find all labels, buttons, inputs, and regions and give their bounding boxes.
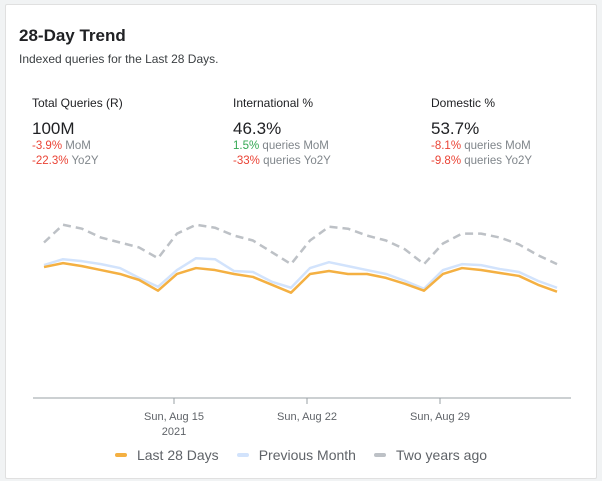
x-tick-label: Sun, Aug 15 <box>144 411 204 423</box>
mom-text: queries MoM <box>262 140 329 152</box>
yoy-change: -9.8% <box>431 155 462 167</box>
metric-total-queries: Total Queries (R) 100M -3.9% MoM -22.3% … <box>32 96 123 169</box>
legend-swatch <box>114 453 127 457</box>
yoy-text: Yo2Y <box>71 155 99 167</box>
metric-value: 53.7% <box>431 119 480 138</box>
mom-text: queries MoM <box>464 140 531 152</box>
legend-label: Previous Month <box>258 447 356 463</box>
metric-domestic: Domestic % 53.7% -8.1% queries MoM -9.8%… <box>431 96 532 169</box>
legend-label: Last 28 Days <box>136 447 219 463</box>
chart-legend: Last 28 Days Previous Month Two years ag… <box>0 447 602 463</box>
yoy-change: -33% <box>233 155 260 167</box>
mom-change: 1.5% <box>233 140 260 152</box>
series-line-last-28-days <box>43 261 558 294</box>
metric-value: 100M <box>32 119 75 138</box>
legend-item-two-years-ago[interactable]: Two years ago <box>373 447 488 463</box>
yoy-change: -22.3% <box>32 155 69 167</box>
metric-international: International % 46.3% 1.5% queries MoM -… <box>233 96 331 169</box>
card-title: 28-Day Trend <box>19 26 126 45</box>
yoy-text: queries Yo2Y <box>464 155 533 167</box>
metric-label: Domestic % <box>431 96 496 110</box>
series-line-previous-month <box>43 256 558 290</box>
legend-swatch <box>373 453 386 457</box>
mom-change: -8.1% <box>431 140 462 152</box>
legend-item-previous-month[interactable]: Previous Month <box>236 447 356 463</box>
series-line-two-years-ago <box>43 223 558 266</box>
card-subtitle: Indexed queries for the Last 28 Days. <box>19 52 219 66</box>
metric-label: International % <box>233 96 314 110</box>
legend-item-last-28-days[interactable]: Last 28 Days <box>114 447 219 463</box>
mom-text: MoM <box>65 140 91 152</box>
trend-card: 28-Day Trend Indexed queries for the Las… <box>5 4 597 479</box>
metric-label: Total Queries (R) <box>32 96 123 110</box>
yoy-text: queries Yo2Y <box>263 155 331 167</box>
metric-value: 46.3% <box>233 119 282 138</box>
x-tick-label: 2021 <box>162 426 186 438</box>
legend-label: Two years ago <box>395 447 488 463</box>
x-tick-label: Sun, Aug 29 <box>410 411 470 423</box>
mom-change: -3.9% <box>32 140 63 152</box>
legend-swatch <box>236 453 249 457</box>
x-tick-label: Sun, Aug 22 <box>277 411 337 423</box>
